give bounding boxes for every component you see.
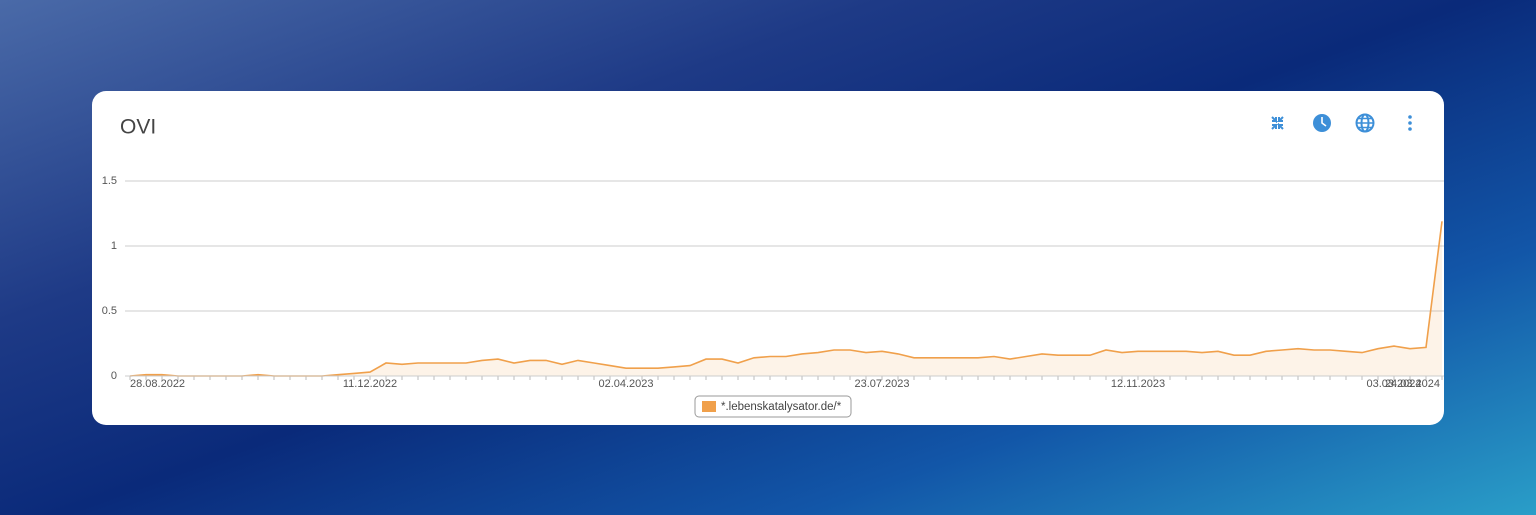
- legend-box: [694, 395, 852, 418]
- menu-icon[interactable]: [1408, 115, 1412, 131]
- x-tick-label: 03.03.2024: [1366, 378, 1421, 390]
- x-tick-label: 23.07.2023: [854, 378, 909, 390]
- legend-label: *.lebenskatalysator.de/*: [721, 401, 842, 413]
- x-tick-label: 11.12.2022: [343, 378, 397, 390]
- globe-icon[interactable]: [1355, 113, 1375, 133]
- y-tick-label: 0.5: [102, 305, 117, 317]
- y-tick-label: 1.5: [102, 175, 117, 187]
- y-tick-label: 1: [111, 240, 117, 252]
- card: [92, 91, 1444, 425]
- area: [130, 221, 1442, 376]
- chart-title: OVI: [120, 116, 156, 139]
- collapse-icon[interactable]: [1271, 116, 1284, 130]
- x-tick-label: 02.04.2023: [598, 378, 653, 390]
- toolbar: [1271, 113, 1412, 133]
- x-tick-label: 12.11.2023: [1111, 378, 1165, 390]
- y-tick-label: 0: [111, 370, 117, 382]
- history-hand: [1321, 117, 1327, 127]
- x-tick-label: 24.03.2024: [1385, 378, 1440, 390]
- x-tick-label: 28.08.2022: [130, 378, 185, 390]
- legend-swatch: [702, 401, 716, 412]
- line: [129, 221, 1443, 377]
